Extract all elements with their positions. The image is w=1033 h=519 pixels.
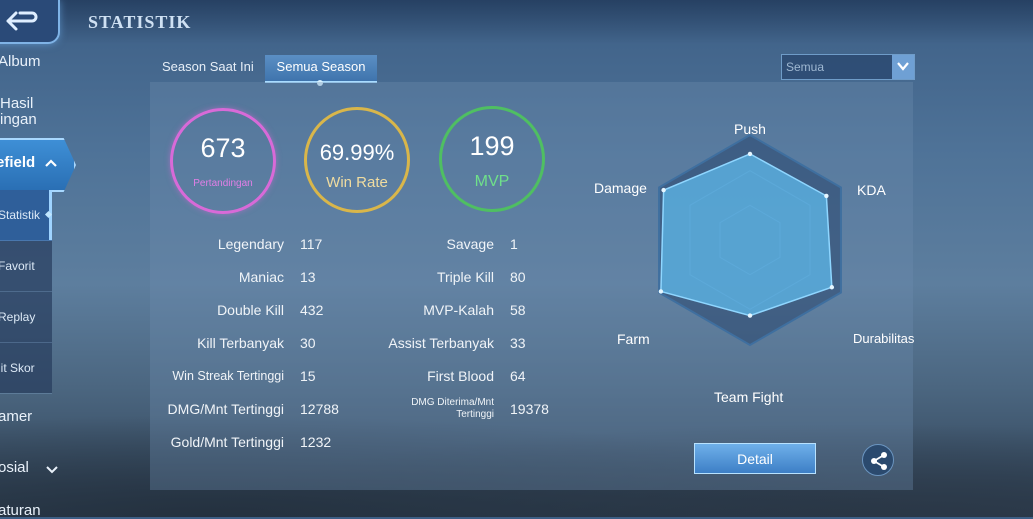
sidebar: Album Hasil ingan: [0, 44, 80, 517]
radar-point: [661, 187, 666, 193]
sidebar-item-label: efield: [0, 154, 36, 171]
stat-label: Double Kill: [217, 302, 284, 318]
stat-label: Maniac: [238, 269, 284, 285]
stat-label: Gold/Mnt Tertinggi: [170, 434, 284, 450]
stat-value: 80: [510, 269, 526, 285]
stat-value: 64: [510, 368, 526, 384]
sidebar-submenu: Statistik Favorit Replay lit Skor: [0, 190, 53, 394]
mvp-value: 199: [469, 131, 515, 161]
matches-ring: 673 Pertandingan: [170, 108, 276, 214]
back-arrow-icon: [6, 11, 38, 31]
radar-point: [747, 313, 753, 318]
tab-semua-season[interactable]: Semua Season: [265, 55, 377, 86]
mvp-label: MVP: [474, 173, 510, 190]
submenu-label: Replay: [0, 310, 36, 324]
stat-label: Assist Terbanyak: [388, 335, 494, 351]
stat-label: Win Streak Tertinggi: [172, 369, 284, 383]
dropdown-toggle[interactable]: [892, 55, 914, 79]
top-bar: [0, 0, 1033, 44]
matches-label: Pertandingan: [193, 178, 253, 189]
winrate-value: 69.99%: [319, 140, 395, 165]
submenu-item-favorit[interactable]: Favorit: [0, 241, 52, 292]
stat-value: 1232: [300, 434, 332, 450]
submenu-label: Statistik: [0, 208, 41, 222]
stat-value: 1: [510, 236, 518, 252]
sidebar-item-battlefield[interactable]: [0, 138, 76, 192]
detail-button[interactable]: Detail: [694, 443, 816, 474]
sidebar-item-label: aturan: [0, 502, 41, 519]
submenu-label: lit Skor: [0, 361, 35, 375]
radar-label-kda: KDA: [857, 182, 886, 198]
submenu-item-edit-skor[interactable]: lit Skor: [0, 343, 52, 394]
active-tab-indicator: [317, 80, 323, 86]
stat-label: First Blood: [427, 368, 494, 384]
stat-label: MVP-Kalah: [423, 302, 494, 318]
mvp-ring: 199 MVP: [439, 106, 545, 212]
tab-season-saat-ini[interactable]: Season Saat Ini: [162, 59, 254, 74]
radar-label-farm: Farm: [617, 331, 650, 347]
dropdown-value: Semua: [786, 60, 825, 74]
radar-point: [747, 151, 753, 157]
matches-value: 673: [200, 133, 246, 163]
sidebar-item-sosial[interactable]: osial: [0, 459, 29, 476]
stat-label: Kill Terbanyak: [197, 335, 284, 351]
season-filter-dropdown[interactable]: Semua: [781, 54, 915, 80]
stat-value: 117: [300, 236, 323, 252]
chevron-down-icon: [897, 62, 909, 71]
submenu-item-statistik[interactable]: Statistik: [0, 190, 53, 241]
sidebar-item-label: Hasil ingan: [0, 95, 37, 128]
stat-label: DMG Diterima/Mnt Tertinggi: [411, 397, 494, 420]
radar-label-damage: Damage: [594, 180, 647, 196]
stat-value: 432: [300, 302, 324, 318]
stat-value: 33: [510, 335, 526, 351]
stat-label: Triple Kill: [436, 269, 494, 285]
stat-value: 58: [510, 302, 526, 318]
active-indicator: [44, 210, 53, 219]
page-title: STATISTIK: [88, 12, 192, 32]
stat-value: 13: [300, 269, 316, 285]
winrate-ring: 69.99% Win Rate: [304, 107, 410, 213]
share-button[interactable]: [862, 444, 894, 476]
sidebar-item-gamer[interactable]: amer: [0, 408, 32, 425]
performance-radar-chart: [658, 133, 842, 347]
radar-label-durabilitas: Durabilitas: [853, 331, 915, 346]
submenu-item-replay[interactable]: Replay: [0, 292, 52, 343]
radar-point: [824, 193, 829, 199]
stat-value: 15: [300, 368, 316, 384]
share-icon: [871, 452, 887, 470]
background-scenery: [0, 397, 1033, 517]
chevron-up-icon: [45, 159, 57, 167]
sidebar-item-pengaturan[interactable]: aturan: [0, 502, 41, 519]
radar-point: [658, 289, 664, 294]
radar-label-push: Push: [734, 121, 766, 137]
sidebar-item-album[interactable]: Album: [0, 53, 41, 70]
sidebar-item-label: Album: [0, 53, 41, 70]
tab-label: Semua Season: [276, 59, 366, 74]
stat-value: 12788: [300, 401, 339, 417]
winrate-label: Win Rate: [326, 174, 388, 191]
radar-label-team-fight: Team Fight: [714, 389, 784, 405]
sidebar-item-label: osial: [0, 459, 29, 476]
sidebar-item-label: amer: [0, 408, 33, 425]
stat-label: Savage: [446, 236, 494, 252]
radar-point: [829, 285, 835, 290]
stat-label: DMG/Mnt Tertinggi: [167, 401, 284, 417]
chevron-down-icon: [46, 466, 58, 474]
sidebar-item-hasil[interactable]: Hasil ingan: [0, 96, 37, 128]
back-button[interactable]: [0, 0, 60, 44]
stat-value: 19378: [510, 401, 549, 417]
stat-label: Legendary: [217, 236, 284, 252]
stat-value: 30: [300, 335, 316, 351]
submenu-label: Favorit: [0, 259, 35, 273]
